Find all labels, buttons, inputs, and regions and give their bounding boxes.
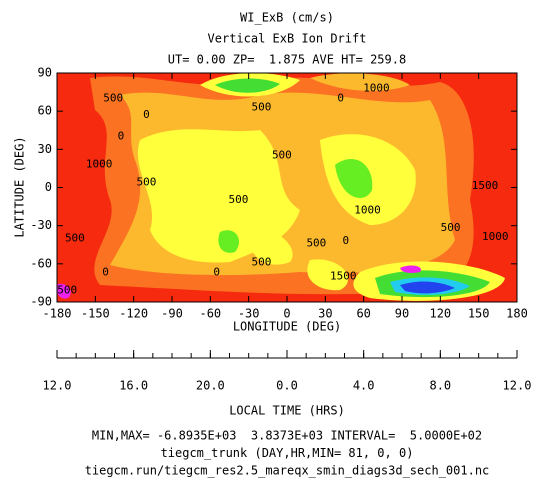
y-tick-label: 60 xyxy=(38,104,52,118)
x-tick-label: 0 xyxy=(283,307,290,321)
y-tick-label: 30 xyxy=(38,142,52,156)
y-tick-label: -60 xyxy=(30,256,52,270)
contour-label: 0 xyxy=(143,108,150,121)
x-tick-label: -120 xyxy=(119,307,148,321)
contour-fill xyxy=(57,73,517,302)
x-tick-label: -150 xyxy=(81,307,110,321)
chart-title: WI_ExB (cm/s) xyxy=(240,11,334,25)
contour-label: 0 xyxy=(342,234,349,247)
contour-label: 500 xyxy=(441,221,461,234)
x-tick-label: 90 xyxy=(395,307,409,321)
y-tick-label: 90 xyxy=(38,66,52,80)
x-tick-label: 180 xyxy=(506,307,528,321)
x-tick-label: 120 xyxy=(429,307,451,321)
y-tick-label: -90 xyxy=(30,295,52,309)
contour-label: 500 xyxy=(272,149,292,162)
contour-label: 500 xyxy=(57,284,77,297)
contour-label: 1500 xyxy=(472,179,499,192)
contour-label: 500 xyxy=(306,236,326,249)
x-tick-label: -180 xyxy=(43,307,72,321)
footer-text: MIN,MAX= -6.8935E+03 3.8373E+03 INTERVAL… xyxy=(92,429,482,443)
contour-label: 1000 xyxy=(363,81,390,94)
contour-label: 1000 xyxy=(354,203,381,216)
lt-tick-label: 16.0 xyxy=(119,379,148,393)
lt-tick-label: 20.0 xyxy=(196,379,225,393)
x-tick-label: -60 xyxy=(199,307,221,321)
lt-axis-label: LOCAL TIME (HRS) xyxy=(229,404,345,418)
x-axis-label: LONGITUDE (DEG) xyxy=(233,320,341,334)
contour-label: 500 xyxy=(229,193,249,206)
footer-text: tiegcm_trunk (DAY,HR,MIN= 81, 0, 0) xyxy=(161,446,414,460)
lt-tick-label: 12.0 xyxy=(43,379,72,393)
x-tick-label: -30 xyxy=(238,307,260,321)
x-tick-label: 30 xyxy=(318,307,332,321)
chart-title: Vertical ExB Ion Drift xyxy=(208,32,367,46)
footer-text: tiegcm.run/tiegcm_res2.5_mareqx_smin_dia… xyxy=(85,464,490,478)
contour-label: 500 xyxy=(65,231,85,244)
contour-label: 0 xyxy=(102,266,109,279)
y-tick-label: -30 xyxy=(30,218,52,232)
lt-tick-label: 0.0 xyxy=(276,379,298,393)
lt-tick-label: 8.0 xyxy=(429,379,451,393)
x-tick-label: 150 xyxy=(468,307,490,321)
contour-label: 500 xyxy=(252,256,272,269)
contour-label: 500 xyxy=(137,175,157,188)
x-tick-label: 60 xyxy=(356,307,370,321)
contour-label: 0 xyxy=(118,130,125,143)
chart-title: UT= 0.00 ZP= 1.875 AVE HT= 259.8 xyxy=(168,53,406,67)
lt-tick-label: 4.0 xyxy=(353,379,375,393)
contour-label: 1000 xyxy=(86,158,113,171)
x-tick-label: -90 xyxy=(161,307,183,321)
contour-label: 0 xyxy=(337,91,344,104)
y-axis-label: LATITUDE (DEG) xyxy=(13,136,27,237)
contour-label: 500 xyxy=(252,100,272,113)
contour-label: 1000 xyxy=(482,230,509,243)
contour-label: 1500 xyxy=(330,270,357,283)
contour-label: 0 xyxy=(213,266,220,279)
lt-tick-label: 12.0 xyxy=(503,379,532,393)
contour-label: 500 xyxy=(103,91,123,104)
y-tick-label: 0 xyxy=(45,180,52,194)
